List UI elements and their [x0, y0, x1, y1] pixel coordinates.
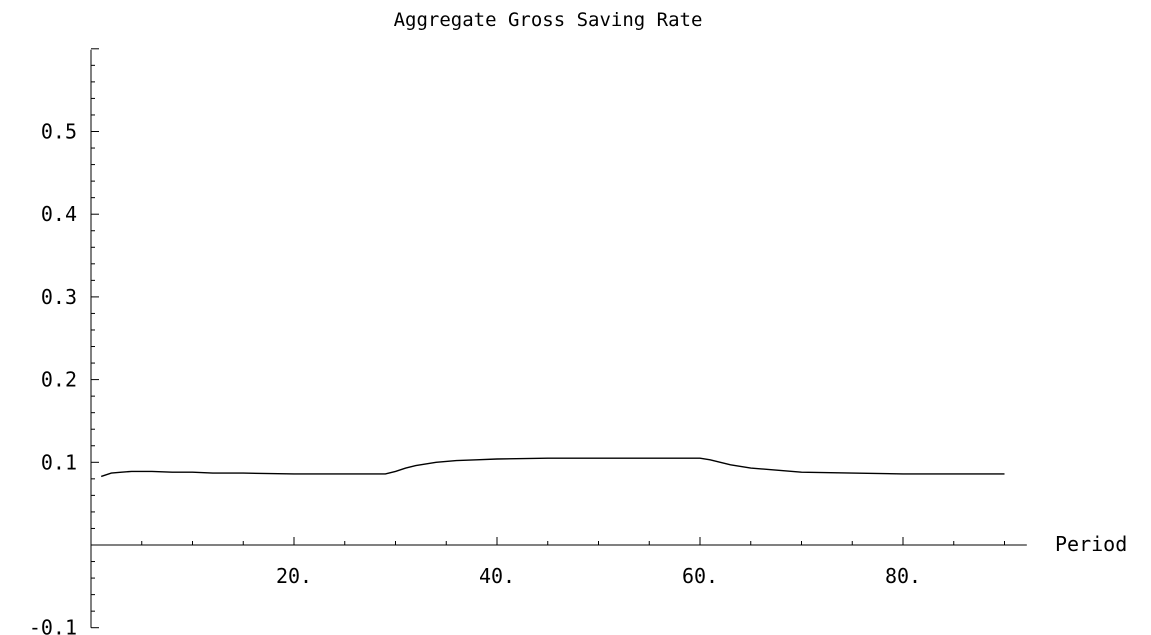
- y-tick-label: -0.1: [29, 616, 77, 635]
- y-tick-label: 0.5: [41, 120, 77, 144]
- x-tick-label: 60.: [682, 564, 718, 588]
- x-tick-label: 40.: [479, 564, 515, 588]
- y-tick-label: 0.1: [41, 450, 77, 474]
- series-line-0: [100, 457, 1005, 478]
- x-tick-label: 80.: [885, 564, 921, 588]
- x-tick-label: 20.: [276, 564, 312, 588]
- tick-labels: 20. 40. 60. 80. -0.1 0.1 0.2 0.3 0.4 0.5: [29, 120, 921, 635]
- y-tick-label: 0.3: [41, 285, 77, 309]
- x-axis-label: Period: [1055, 532, 1127, 556]
- axes: [90, 49, 1027, 628]
- y-tick-label: 0.2: [41, 368, 77, 392]
- chart-title: Aggregate Gross Saving Rate: [394, 9, 703, 31]
- y-tick-label: 0.4: [41, 202, 77, 226]
- series: [100, 457, 1005, 478]
- ticks: [91, 48, 1005, 629]
